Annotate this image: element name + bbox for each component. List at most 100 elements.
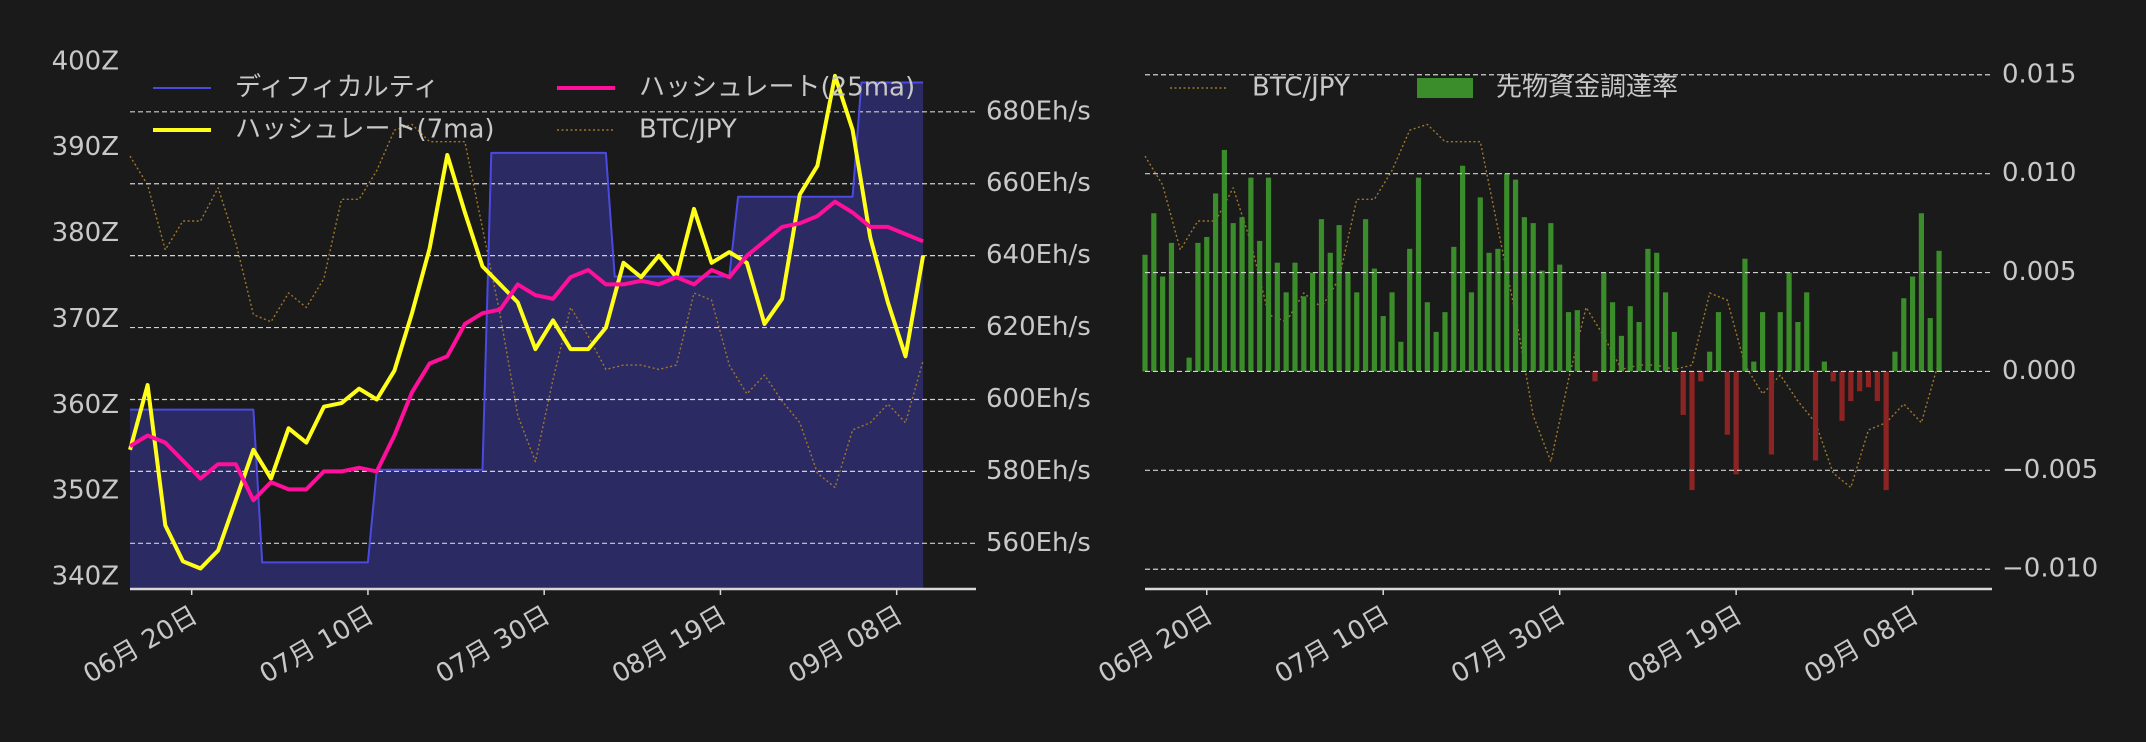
funding-bar [1812,371,1819,461]
funding-bar [1848,371,1854,402]
funding-bar [1151,213,1157,372]
funding-bar [1327,252,1333,372]
funding-bar [1786,272,1792,372]
plot-fill [1142,123,1942,491]
funding-bar [1636,322,1642,372]
y-tick-label: 390Z [52,132,119,162]
line [128,73,926,571]
y-tick-label: 580Eh/s [986,456,1091,486]
funding-bar [1821,361,1827,372]
funding-bar [1512,179,1519,372]
legend-label: ハッシュレート(7ma) [235,115,495,145]
grid [1145,74,1992,570]
funding-bar [1839,371,1845,421]
funding-bar [1592,371,1598,382]
funding-bar [1301,296,1307,372]
funding-bar [1310,272,1316,372]
funding-bar [1918,213,1925,372]
y-tick-label: 600Eh/s [986,384,1091,414]
y-tick-label: 340Z [52,561,119,591]
funding-bar [1283,292,1289,372]
funding-bar [1601,272,1607,372]
funding-bar [1168,242,1175,372]
plot-fill [129,82,924,589]
legend-label: BTC/JPY [1252,73,1350,103]
line [128,199,924,503]
funding-bar [1742,258,1748,372]
funding-bar [1142,254,1148,372]
y-tick-label: 680Eh/s [986,96,1091,126]
funding-bar [1345,272,1351,372]
y-tick-label: 0.010 [2002,158,2076,188]
funding-bar [1389,292,1395,372]
funding-bar [1654,252,1660,372]
y-tick-label: 350Z [52,476,119,506]
funding-bar [1442,312,1448,372]
funding-bar [1618,335,1625,372]
funding-bar [1495,248,1501,372]
grid [130,111,976,544]
funding-bar [1160,276,1166,372]
funding-bar [1936,250,1942,372]
funding-bar [1751,361,1757,372]
funding-bar [1574,310,1580,372]
y-tick-label: 0.000 [2002,356,2076,386]
funding-bar [1318,219,1325,372]
funding-bar [1689,371,1695,491]
y-tick-label: 360Z [52,390,119,420]
y-tick-label: 400Z [52,46,119,76]
y-tick-label: 620Eh/s [986,312,1091,342]
y-tick-label: 370Z [52,304,119,334]
funding-bar [1883,371,1889,491]
funding-bar [1760,312,1766,372]
funding-bar [1777,312,1783,372]
area [130,82,924,589]
funding-bar [1874,371,1880,402]
funding-bar [1671,331,1677,372]
funding-bar [1265,177,1272,372]
funding-bar [1230,223,1236,372]
funding-bar [1336,225,1342,372]
funding-bar [1239,217,1245,372]
legend-label: BTC/JPY [639,115,737,145]
funding-bar [1451,246,1457,372]
funding-bar [1195,242,1201,372]
y-tick-label: 0.015 [2002,59,2076,89]
funding-bar [1733,371,1739,475]
funding-bar [1424,302,1430,372]
line [130,81,924,564]
funding-bar [1398,341,1404,372]
funding-bar [1830,371,1836,382]
y-tick-label: 660Eh/s [986,168,1091,198]
funding-bar [1795,322,1801,372]
funding-bar [1362,219,1369,372]
y-tick-label: 380Z [52,218,119,248]
funding-bar [1371,268,1377,372]
legend-label: ディフィカルティ [235,73,439,103]
funding-bar [1380,316,1386,372]
funding-bar [1274,262,1280,372]
line [129,123,924,489]
funding-bar [1715,312,1722,372]
funding-bar [1212,193,1219,372]
funding-bar [1292,262,1298,372]
funding-bar [1892,351,1898,372]
funding-bar [1901,298,1907,372]
funding-bar [1548,223,1554,372]
funding-bar [1530,223,1536,372]
funding-bar [1662,292,1669,372]
funding-bar [1460,165,1466,372]
legend-label: ハッシュレート(25ma) [639,73,915,103]
funding-bar [1468,292,1475,372]
funding-bar [1927,318,1933,372]
funding-bar [1407,248,1413,372]
funding-bar [1768,371,1775,455]
funding-bar [1221,149,1228,372]
funding-bar [1486,252,1492,372]
funding-bar [1724,371,1730,435]
funding-bar [1627,306,1633,372]
y-tick-label: −0.005 [2002,455,2098,485]
funding-bar [1433,331,1439,372]
funding-bar [1415,177,1422,372]
